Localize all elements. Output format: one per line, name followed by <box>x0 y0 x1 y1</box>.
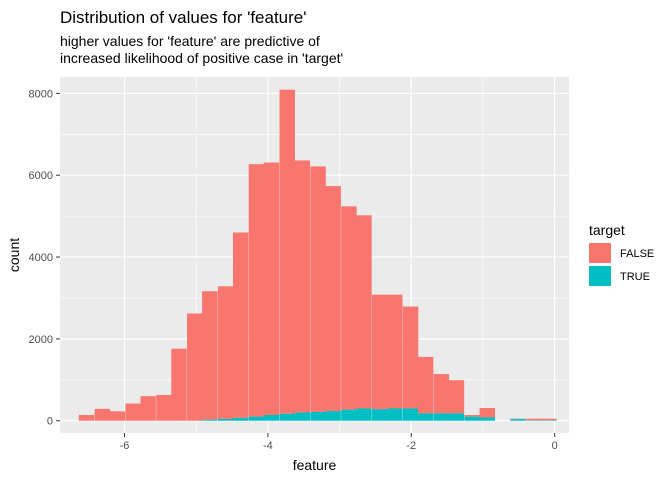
bar-true <box>372 409 388 421</box>
bar-false <box>464 414 480 417</box>
bar-true <box>433 413 450 421</box>
bar-false <box>125 403 141 421</box>
bar-true <box>479 417 495 421</box>
bar-false <box>140 396 156 421</box>
bar-false <box>94 408 111 421</box>
legend-swatch-false <box>589 243 611 263</box>
bar-false <box>294 160 311 413</box>
bar-true <box>217 418 234 421</box>
x-tick-label: 0 <box>552 440 558 452</box>
bar-true <box>387 408 403 421</box>
bar-true <box>310 411 326 421</box>
legend: target FALSE TRUE <box>589 222 654 286</box>
bar-true <box>248 416 265 421</box>
legend-title: target <box>589 222 625 238</box>
legend-label-false: FALSE <box>620 248 654 260</box>
bar-false <box>202 291 218 420</box>
bar-false <box>433 374 450 414</box>
chart-title: Distribution of values for 'feature' <box>60 8 307 27</box>
bar-false <box>232 232 249 418</box>
bar-false <box>402 306 419 409</box>
bar-false <box>310 166 326 412</box>
bar-false <box>248 164 265 417</box>
bar-false <box>78 414 95 421</box>
bars <box>78 89 557 421</box>
bar-false <box>187 313 203 421</box>
y-axis-title: count <box>6 238 22 272</box>
bar-true <box>263 414 280 421</box>
y-tick-label: 6000 <box>29 170 53 182</box>
chart-subtitle-line-2: increased likelihood of positive case in… <box>60 50 343 66</box>
bar-true <box>325 411 341 421</box>
y-axis: 0 2000 4000 6000 8000 <box>29 88 60 428</box>
bar-false <box>448 380 465 414</box>
bar-false <box>541 418 557 421</box>
bar-false <box>479 408 495 418</box>
bar-false <box>325 186 341 412</box>
bar-true <box>341 409 357 421</box>
bar-true <box>356 408 372 421</box>
bar-false <box>217 286 234 419</box>
bar-true <box>417 413 434 421</box>
bar-true <box>202 419 218 421</box>
bar-true <box>294 412 311 421</box>
bar-false <box>279 89 295 414</box>
x-axis-title: feature <box>293 457 337 473</box>
legend-label-true: TRUE <box>620 271 650 283</box>
bar-false <box>356 215 372 409</box>
bar-true <box>448 413 465 421</box>
bar-false <box>387 294 403 409</box>
y-tick-label: 4000 <box>29 252 53 264</box>
bar-false <box>109 411 126 421</box>
bar-false <box>526 418 542 421</box>
bar-true <box>232 417 249 421</box>
bar-true <box>279 413 295 421</box>
bar-false <box>156 394 172 421</box>
bar-false <box>263 162 280 415</box>
y-tick-label: 2000 <box>29 334 53 346</box>
bar-true <box>510 419 526 421</box>
bar-false <box>341 206 357 410</box>
x-tick-label: -4 <box>263 440 273 452</box>
y-tick-label: 0 <box>47 416 53 428</box>
bar-false <box>417 356 434 414</box>
chart-subtitle-line-1: higher values for 'feature' are predicti… <box>60 33 320 49</box>
bar-true <box>464 416 480 421</box>
x-tick-label: -6 <box>120 440 130 452</box>
y-tick-label: 8000 <box>29 88 53 100</box>
x-tick-label: -2 <box>406 440 416 452</box>
bar-false <box>372 294 388 410</box>
legend-swatch-true <box>589 266 611 286</box>
x-axis: -6 -4 -2 0 <box>120 433 558 452</box>
bar-true <box>402 408 419 421</box>
bar-false <box>171 348 187 421</box>
